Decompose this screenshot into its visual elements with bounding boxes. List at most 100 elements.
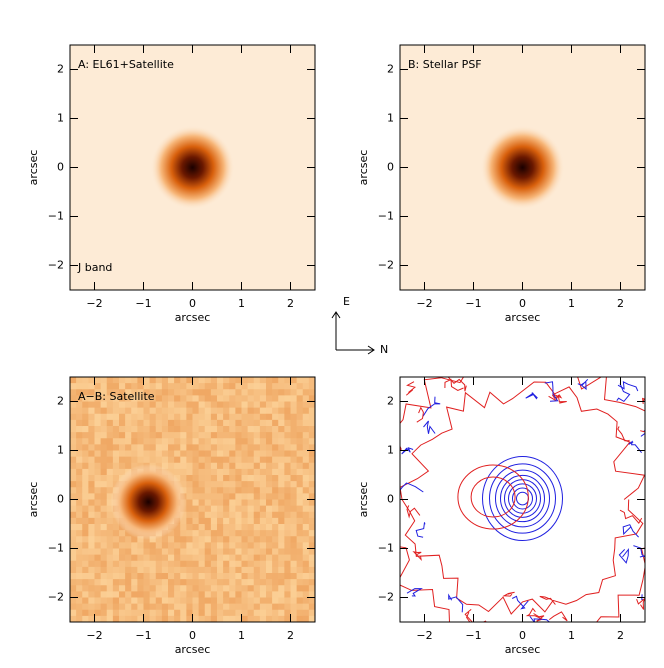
pixel	[204, 432, 212, 439]
pixel	[112, 419, 120, 427]
pixel	[247, 493, 255, 500]
pixel	[106, 517, 114, 525]
pixel	[106, 536, 114, 543]
pixel	[204, 493, 212, 500]
pixel	[137, 426, 144, 433]
x-tick-label: 2	[287, 629, 294, 642]
pixel	[180, 585, 187, 592]
pixel	[143, 615, 151, 622]
pixel	[235, 603, 242, 611]
pixel	[192, 432, 200, 439]
pixel	[235, 432, 242, 439]
pixel	[174, 413, 181, 421]
pixel	[88, 536, 95, 543]
pixel	[253, 444, 261, 451]
pixel	[155, 389, 163, 396]
pixel	[198, 432, 206, 439]
pixel	[272, 438, 279, 445]
pixel	[82, 481, 89, 488]
pixel	[284, 566, 291, 574]
pixel	[253, 524, 261, 531]
pixel	[119, 407, 126, 415]
pixel	[253, 591, 261, 598]
pixel	[290, 395, 298, 402]
pixel	[229, 432, 236, 439]
pixel	[161, 419, 169, 427]
pixel	[168, 597, 175, 605]
pixel	[137, 573, 144, 580]
pixel	[70, 579, 77, 586]
pixel	[100, 481, 108, 488]
x-axis-label: arcsec	[175, 311, 211, 324]
pixel	[168, 591, 175, 598]
pixel	[302, 475, 310, 482]
pixel	[149, 444, 157, 451]
pixel	[204, 560, 212, 568]
pixel	[308, 517, 315, 525]
pixel	[137, 377, 144, 384]
pixel	[149, 377, 157, 384]
pixel	[82, 475, 89, 482]
pixel	[241, 530, 249, 537]
pixel	[112, 438, 120, 445]
pixel	[180, 395, 187, 402]
pixel	[241, 426, 249, 433]
pixel	[247, 536, 255, 543]
pixel	[100, 511, 108, 519]
blue-contour	[525, 392, 538, 400]
pixel	[278, 579, 285, 586]
pixel	[217, 487, 224, 494]
pixel	[119, 615, 126, 622]
pixel	[70, 505, 77, 513]
pixel	[180, 573, 187, 580]
pixel	[266, 536, 273, 543]
pixel	[266, 475, 273, 482]
pixel	[82, 609, 89, 617]
pixel	[174, 377, 181, 384]
x-axis-label: arcsec	[505, 643, 541, 656]
pixel	[76, 548, 83, 556]
blue-contour	[544, 381, 559, 402]
pixel	[204, 524, 212, 531]
pixel	[302, 395, 310, 402]
pixel	[100, 450, 108, 458]
pixel	[180, 444, 187, 451]
pixel	[278, 468, 285, 476]
pixel	[223, 407, 230, 415]
pixel	[241, 597, 249, 605]
pixel	[241, 468, 249, 476]
pixel	[112, 530, 120, 537]
pixel	[217, 554, 224, 562]
pixel	[253, 413, 261, 421]
pixel	[106, 468, 114, 476]
pixel	[106, 591, 114, 598]
pixel	[76, 413, 83, 421]
pixel	[106, 499, 114, 507]
pixel	[210, 548, 218, 556]
pixel	[296, 419, 304, 427]
pixel	[223, 389, 230, 396]
pixel	[143, 426, 151, 433]
pixel	[112, 566, 120, 574]
pixel	[76, 426, 83, 433]
pixel	[168, 450, 175, 458]
pixel	[70, 554, 77, 562]
pixel	[204, 426, 212, 433]
pixel	[112, 426, 120, 433]
pixel	[217, 560, 224, 568]
pixel	[70, 511, 77, 519]
pixel	[100, 407, 108, 415]
pixel	[186, 511, 193, 519]
pixel	[290, 407, 298, 415]
pixel	[100, 432, 108, 439]
pixel	[186, 597, 193, 605]
pixel	[308, 579, 315, 586]
pixel	[247, 438, 255, 445]
pixel	[210, 419, 218, 427]
pixel	[192, 499, 200, 507]
pixel	[235, 597, 242, 605]
pixel	[235, 579, 242, 586]
pixel	[149, 383, 157, 390]
pixel	[278, 456, 285, 464]
blue-contour	[641, 594, 645, 601]
